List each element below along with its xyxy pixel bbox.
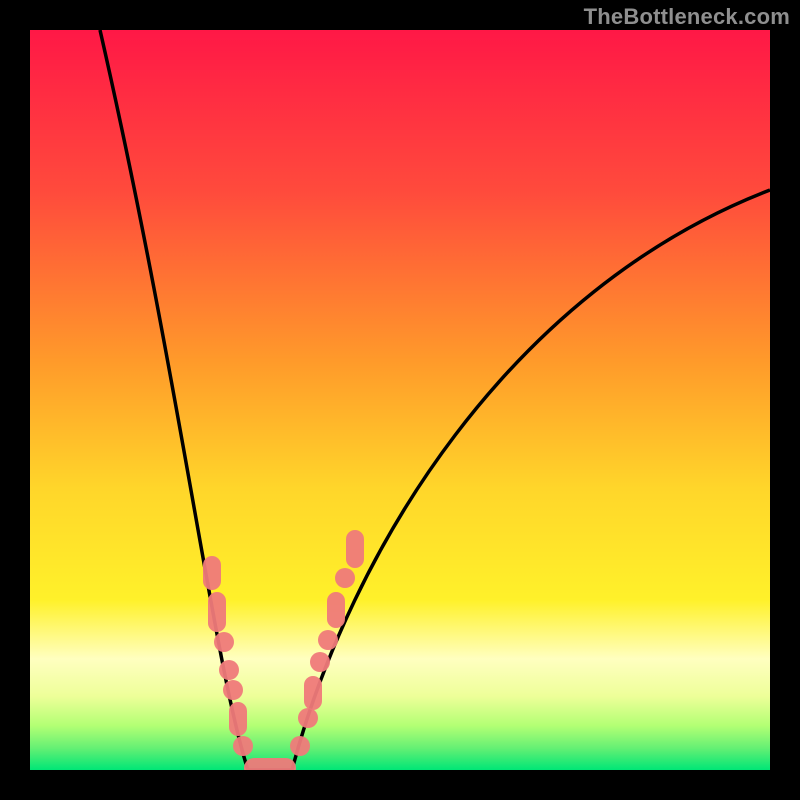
data-marker	[327, 592, 345, 628]
data-marker	[229, 702, 247, 736]
data-marker	[310, 652, 330, 672]
bottleneck-chart	[0, 0, 800, 800]
data-marker	[318, 630, 338, 650]
data-marker	[335, 568, 355, 588]
data-marker	[298, 708, 318, 728]
data-marker	[233, 736, 253, 756]
watermark-text: TheBottleneck.com	[584, 4, 790, 30]
data-marker	[290, 736, 310, 756]
data-marker	[214, 632, 234, 652]
data-marker	[219, 660, 239, 680]
gradient-background	[30, 30, 770, 770]
data-marker	[223, 680, 243, 700]
data-marker	[203, 556, 221, 590]
data-marker	[346, 530, 364, 568]
data-marker	[208, 592, 226, 632]
data-marker	[304, 676, 322, 710]
